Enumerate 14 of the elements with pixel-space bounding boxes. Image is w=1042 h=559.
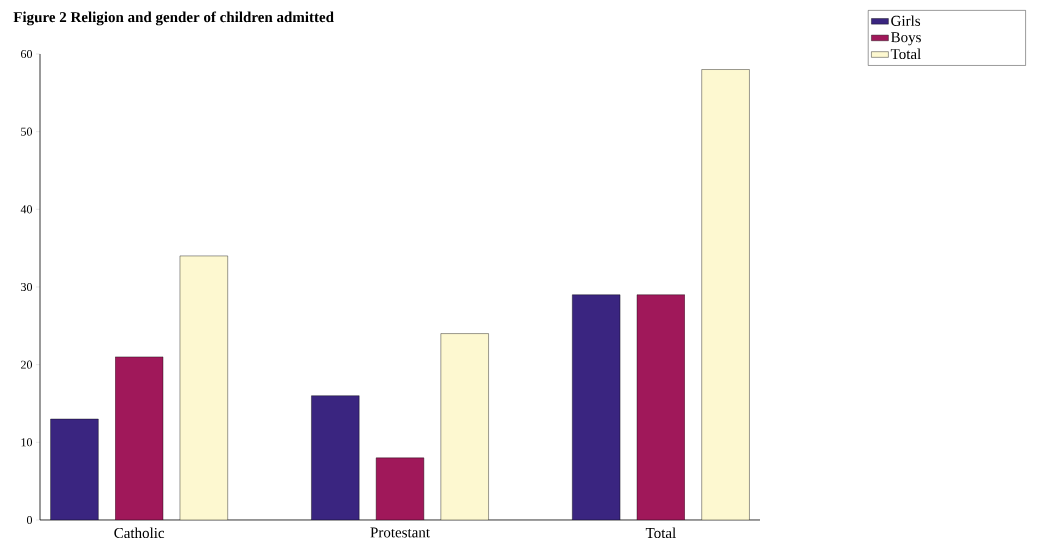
y-tick-label: 30 bbox=[21, 282, 33, 292]
y-tick-label: 50 bbox=[21, 127, 33, 136]
y-tick-label: 20 bbox=[21, 360, 33, 369]
legend-label: Total bbox=[890, 48, 921, 60]
y-tick-label: 0 bbox=[26, 515, 33, 525]
y-tick-label: 40 bbox=[20, 205, 33, 214]
x-tick-label: Protestant bbox=[370, 527, 430, 538]
x-tick-label: Total bbox=[645, 527, 676, 539]
chart-title: Figure 2 Religion and gender of children admitted bbox=[13, 11, 334, 26]
legend-label: Boys bbox=[891, 32, 921, 46]
x-tick-label: Catholic bbox=[114, 527, 165, 539]
y-tick-label: 60 bbox=[21, 49, 33, 59]
legend-label: Girls bbox=[891, 15, 921, 26]
y-tick-label: 10 bbox=[21, 438, 33, 447]
